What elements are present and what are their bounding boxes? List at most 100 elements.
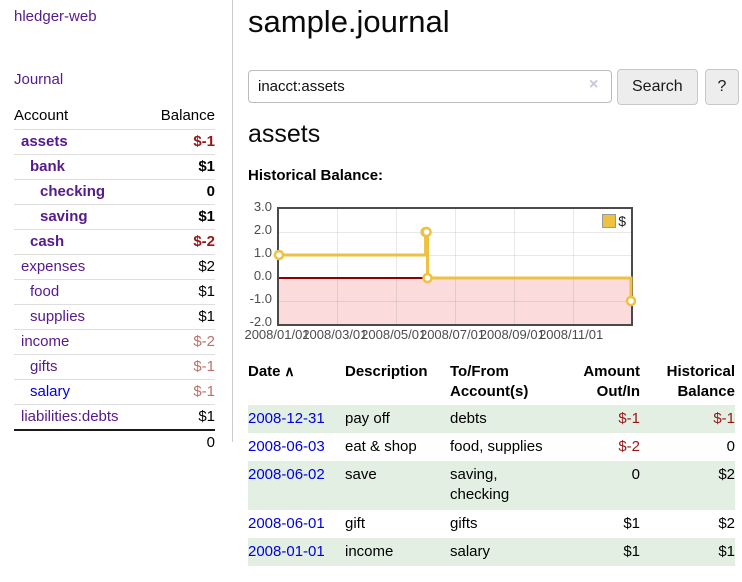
txn-date-link[interactable]: 2008-01-01 [248,542,325,560]
accounts-total-value: 0 [146,429,215,455]
account-row: food $1 [14,279,215,305]
search-input[interactable] [248,70,612,103]
txn-date-link[interactable]: 2008-06-02 [248,466,325,483]
account-balance: $-1 [146,129,215,155]
account-balance: $-1 [146,354,215,380]
chart-series [273,226,637,307]
sidebar-account-bank[interactable]: bank [30,158,66,175]
y-tick-label: 3.0 [253,199,272,214]
txn-description: eat & shop [345,437,417,455]
txn-date-link[interactable]: 2008-12-31 [248,409,325,427]
sort-ascending-icon[interactable]: ∧ [280,363,295,379]
sidebar-account-income[interactable]: income [21,333,70,350]
txn-accounts: salary [450,537,565,566]
txn-amount: 0 [565,461,640,510]
register-row: 2008-12-31 pay off debts $-1 $-1 [248,404,735,433]
sidebar-account-supplies[interactable]: supplies [30,308,86,325]
account-row: supplies $1 [14,304,215,330]
txn-accounts: food, supplies [450,437,543,455]
register-row: 2008-06-01 gift gifts $1 $2 [248,510,735,538]
accounts-table: Account Balance assets $-1 bank $1 checking 0… [14,103,215,455]
account-balance: $-2 [146,229,215,255]
balance-column-header: Balance [160,107,215,124]
horizontal-gridline [279,255,631,256]
txn-amount: $-1 [565,404,640,433]
y-tick-label: 2.0 [253,222,272,237]
page-title: sample.journal [248,4,450,39]
data-point-marker [421,226,432,238]
sidebar-account-expenses[interactable]: expenses [21,258,86,275]
app-title-link[interactable]: hledger-web [14,8,97,25]
sidebar-account-liabilities-debts[interactable]: liabilities:debts [21,408,119,425]
account-row: bank $1 [14,154,215,180]
register-row: 2008-06-02 save saving, checking 0 $2 [248,461,735,510]
register-row: 2008-06-03 eat & shop food, supplies $-2 0 [248,433,735,461]
amount-column-header: Amount Out/In [583,363,640,401]
x-tick-label: 2008/05/01 [361,327,427,342]
account-row: income $-2 [14,329,215,355]
chart-negative-region [279,278,631,324]
vertical-gridline [514,209,515,324]
date-column-header[interactable]: Date ∧ [248,363,295,380]
x-tick-label: 2008/01/01 [244,327,310,342]
accounts-total-row: 0 [14,429,215,455]
data-point-marker [422,272,433,284]
account-balance: $1 [146,204,215,230]
txn-balance: 0 [726,437,735,455]
chart-legend: $ [600,212,628,230]
txn-balance: $2 [640,461,735,510]
txn-amount: $1 [565,537,640,566]
sidebar-account-gifts[interactable]: gifts [30,358,58,375]
sidebar-account-salary[interactable]: salary [30,383,71,400]
sidebar-account-food[interactable]: food [30,283,60,300]
account-balance: $1 [146,404,215,430]
sidebar-account-assets[interactable]: assets [21,133,68,150]
description-column-header: Description [345,363,428,380]
vertical-gridline [337,209,338,324]
horizontal-gridline [279,301,631,302]
txn-accounts: debts [450,404,565,433]
sidebar-account-checking[interactable]: checking [40,183,106,200]
txn-date-link[interactable]: 2008-06-01 [248,514,325,532]
account-row: checking 0 [14,179,215,205]
clear-search-icon[interactable]: × [589,76,599,93]
sidebar-account-saving[interactable]: saving [40,208,88,225]
legend-swatch-icon [602,214,617,228]
x-tick-label: 2008/07/01 [419,327,486,342]
help-button[interactable]: ? [705,69,739,105]
txn-balance: $-1 [640,404,735,433]
account-row: saving $1 [14,204,215,230]
txn-date-link[interactable]: 2008-06-03 [248,437,325,455]
account-balance: $1 [146,279,215,305]
txn-amount: $-2 [618,437,640,455]
register-table: Date ∧ Description To/From Account(s) Amo… [248,360,735,566]
balance-chart: 3.0 2.0 1.0 0.0 -1.0 -2.0 $ 2008/01/01 2008/03… [244,199,678,347]
txn-balance: $2 [718,514,735,532]
horizontal-gridline [279,232,631,233]
account-balance: $1 [146,154,215,180]
account-row: expenses $2 [14,254,215,280]
balance-column-header-register: Historical Balance [666,363,735,401]
vertical-gridline [573,209,574,324]
vertical-gridline [396,209,397,324]
account-row: salary $-1 [14,379,215,405]
sidebar-item-journal[interactable]: Journal [14,71,64,88]
accounts-column-header: To/From Account(s) [450,363,529,401]
txn-amount: $1 [623,514,640,532]
account-balance: $2 [146,254,215,280]
data-point-marker [273,249,285,261]
x-tick-label: 2008/03/01 [302,327,368,342]
txn-description: gift [345,514,366,532]
search-button[interactable]: Search [617,69,698,105]
y-tick-label: -1.0 [249,291,272,306]
account-heading: assets [248,120,321,148]
sidebar-account-cash[interactable]: cash [30,233,65,250]
account-row: liabilities:debts $1 [14,404,215,430]
vertical-gridline [455,209,456,324]
account-row: assets $-1 [14,129,215,155]
account-balance: $-1 [146,379,215,405]
y-tick-label: 0.0 [253,268,272,283]
accounts-table-header: Account Balance [14,103,215,130]
txn-description: save [345,461,450,510]
register-row: 2008-01-01 income salary $1 $1 [248,537,735,566]
